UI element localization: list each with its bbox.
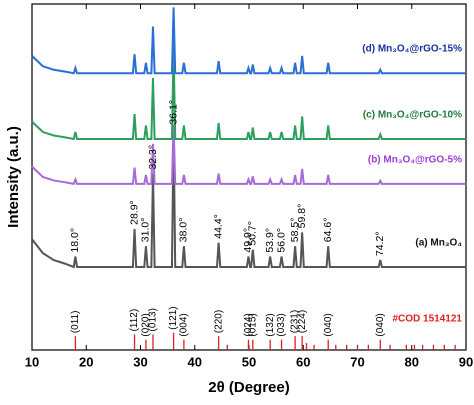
peak-annotation: 44.4°	[212, 214, 224, 239]
series-label: (b) Mn₃O₄@rGO-5%	[368, 154, 462, 165]
series-label: (a) Mn₃O₄	[415, 237, 462, 248]
reference-hkl-label: (112)	[129, 309, 140, 332]
reference-hkl-label: (224)	[297, 310, 308, 333]
series-label: (d) Mn₃O₄@rGO-15%	[362, 44, 462, 55]
y-axis-label: Intensity (a.u.)	[5, 126, 22, 228]
peak-annotation: 56.0°	[275, 228, 287, 253]
x-tick-label: 30	[133, 354, 147, 369]
reference-hkl-label: (004)	[179, 313, 190, 336]
x-axis-label: 2θ (Degree)	[208, 379, 289, 396]
reference-hkl-label: (231)	[290, 310, 301, 333]
x-tick-label: 90	[459, 354, 473, 369]
reference-hkl-label: (040)	[323, 313, 334, 336]
series-line	[31, 7, 466, 75]
series-line	[31, 128, 466, 269]
x-tick-label: 10	[25, 354, 39, 369]
reference-label: #COD 1514121	[393, 314, 463, 325]
peak-annotation: 38.0°	[178, 218, 190, 243]
peak-annotation: 18.0°	[69, 228, 81, 253]
peak-annotation: 74.2°	[374, 231, 386, 256]
peak-annotation: 50.7°	[247, 221, 259, 246]
peak-annotation: 31.0°	[140, 218, 152, 243]
reference-hkl-label: (040)	[375, 313, 386, 336]
peak-annotation: 58.5°	[289, 218, 301, 243]
peak-annotation: 32.3°	[147, 145, 159, 170]
series-line	[31, 48, 466, 141]
reference-hkl-label: (220)	[213, 310, 224, 333]
reference-hkl-label: (121)	[168, 306, 179, 329]
reference-hkl-label: (013)	[148, 308, 159, 331]
reference-hkl-label: (024)	[243, 313, 254, 336]
reference-hkl-label: (132)	[265, 313, 276, 336]
series-label: (c) Mn₃O₄@rGO-10%	[363, 109, 462, 120]
reference-hkl-label: (020)	[141, 313, 152, 336]
peak-annotation: 64.6°	[322, 218, 334, 243]
x-tick-label: 70	[350, 354, 364, 369]
peak-annotation: 53.9°	[264, 228, 276, 253]
x-tick-label: 40	[188, 354, 202, 369]
x-tick-label: 60	[296, 354, 310, 369]
series-line	[31, 124, 466, 186]
reference-hkl-label: (015)	[247, 313, 258, 336]
peak-annotation: 28.9°	[128, 200, 140, 225]
peak-annotation: 36.1°	[167, 100, 179, 125]
x-tick-label: 50	[242, 354, 256, 369]
peak-annotation: 59.8°	[296, 204, 308, 229]
plot-frame	[31, 3, 467, 351]
x-tick-label: 20	[79, 354, 93, 369]
peak-annotation: 49.9°	[242, 228, 254, 253]
x-tick-label: 80	[405, 354, 419, 369]
reference-hkl-label: (033)	[276, 313, 287, 336]
reference-hkl-label: (011)	[70, 311, 81, 334]
